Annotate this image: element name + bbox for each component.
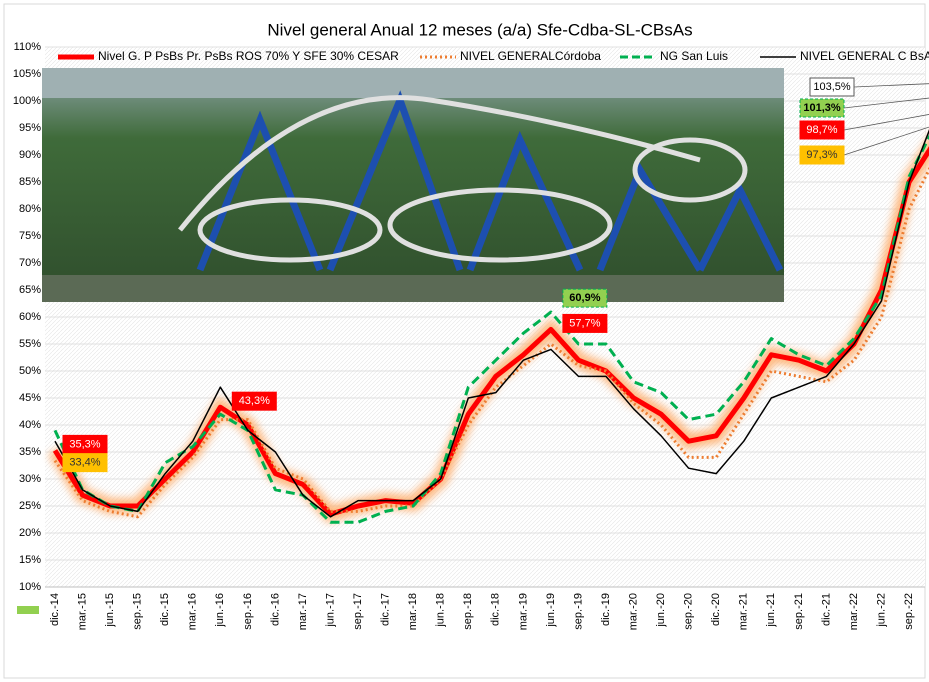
y-tick-label: 65% — [19, 284, 41, 296]
x-tick-label: sep.-16 — [242, 593, 254, 630]
legend-label: NIVEL GENERAL C BsAS — [800, 49, 929, 63]
x-tick-label: dic.-15 — [159, 593, 171, 626]
data-label-box — [799, 145, 845, 165]
x-tick-label: mar.-20 — [627, 593, 639, 630]
x-tick-label: dic.-21 — [820, 593, 832, 626]
x-tick-label: mar.-22 — [848, 593, 860, 630]
y-tick-label: 20% — [19, 527, 41, 539]
y-tick-label: 75% — [19, 230, 41, 242]
data-label: 97,3% — [806, 149, 837, 161]
x-tick-label: dic.-17 — [380, 593, 392, 626]
x-tick-label: mar.-21 — [738, 593, 750, 630]
x-tick-label: jun.-17 — [324, 593, 336, 628]
y-tick-label: 55% — [19, 338, 41, 350]
data-label: 60,9% — [569, 292, 600, 304]
data-label-box — [562, 313, 608, 333]
data-label-box — [799, 120, 845, 140]
x-tick-label: dic.-16 — [269, 593, 281, 626]
data-label: 98,7% — [806, 124, 837, 136]
x-tick-label: jun.-16 — [214, 593, 226, 628]
x-tick-label: dic.-19 — [600, 593, 612, 626]
x-tick-label: sep.-21 — [793, 593, 805, 630]
y-tick-label: 40% — [19, 419, 41, 431]
legend-swatch — [17, 606, 39, 614]
y-tick-label: 110% — [14, 41, 42, 53]
y-tick-label: 90% — [19, 149, 41, 161]
data-label: 103,5% — [813, 81, 851, 93]
y-tick-label: 50% — [19, 365, 41, 377]
y-tick-label: 10% — [19, 581, 41, 593]
data-label: 33,4% — [69, 457, 100, 469]
x-tick-label: mar.-17 — [297, 593, 309, 630]
x-tick-label: sep.-19 — [572, 593, 584, 630]
x-tick-label: sep.-17 — [352, 593, 364, 630]
x-tick-label: sep.-18 — [462, 593, 474, 630]
x-tick-label: jun.-18 — [435, 593, 447, 628]
y-tick-label: 25% — [19, 500, 41, 512]
x-tick-label: jun.-20 — [655, 593, 667, 628]
y-tick-label: 30% — [19, 473, 41, 485]
x-tick-label: dic.-14 — [49, 593, 61, 626]
series-line — [54, 129, 929, 518]
x-tick-label: jun.-22 — [875, 593, 887, 628]
legend-label: NG San Luis — [660, 49, 728, 63]
x-tick-label: mar.-16 — [187, 593, 199, 630]
data-label: 57,7% — [569, 317, 600, 329]
y-tick-label: 15% — [19, 554, 41, 566]
data-label: 35,3% — [69, 438, 100, 450]
x-tick-label: sep.-22 — [903, 593, 915, 630]
chart-title: Nivel general Anual 12 meses (a/a) Sfe-C… — [267, 20, 692, 39]
y-tick-label: 85% — [19, 176, 41, 188]
x-tick-label: sep.-15 — [132, 593, 144, 630]
x-tick-label: dic.-20 — [710, 593, 722, 626]
data-label-box — [809, 77, 855, 97]
y-tick-label: 70% — [19, 257, 41, 269]
y-tick-label: 80% — [19, 203, 41, 215]
leader-line — [853, 83, 929, 88]
legend-label: NIVEL GENERALCórdoba — [460, 49, 601, 63]
y-tick-label: 95% — [19, 122, 41, 134]
x-tick-label: jun.-15 — [104, 593, 116, 628]
x-tick-label: dic.-18 — [490, 593, 502, 626]
leader-line — [843, 126, 929, 156]
data-label-box — [231, 391, 277, 411]
background-photo — [42, 68, 784, 302]
x-tick-label: mar.-15 — [76, 593, 88, 630]
series-line — [52, 146, 929, 517]
x-tick-label: sep.-20 — [683, 593, 695, 630]
data-label-box — [62, 453, 108, 473]
leader-line — [843, 114, 929, 131]
x-tick-label: mar.-19 — [517, 593, 529, 630]
x-tick-label: jun.-21 — [765, 593, 777, 628]
leader-line — [843, 97, 929, 109]
data-label: 43,3% — [239, 395, 270, 407]
y-tick-label: 45% — [19, 392, 41, 404]
y-tick-label: 105% — [13, 68, 41, 80]
y-tick-label: 35% — [19, 446, 41, 458]
y-tick-label: 60% — [19, 311, 41, 323]
data-label-box — [799, 98, 845, 118]
legend-label: Nivel G. P PsBs Pr. PsBs ROS 70% Y SFE 3… — [98, 49, 399, 63]
x-tick-label: jun.-19 — [545, 593, 557, 628]
data-label-box — [562, 288, 608, 308]
y-tick-label: 100% — [13, 95, 41, 107]
data-label: 101,3% — [803, 102, 841, 114]
x-tick-label: mar.-18 — [407, 593, 419, 630]
